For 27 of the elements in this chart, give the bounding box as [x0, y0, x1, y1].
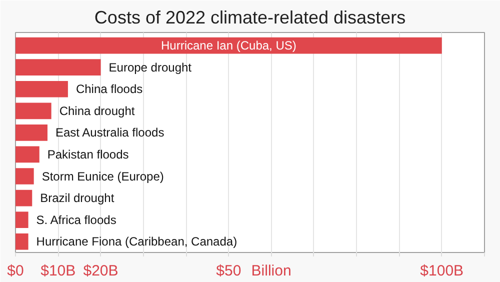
y-tick-label: East Australia floods	[55, 126, 164, 140]
y-tick-label: China floods	[76, 82, 143, 96]
x-tick-label: $10B	[40, 262, 76, 280]
bar	[16, 168, 34, 184]
bar	[16, 190, 32, 206]
x-tick-label: Billion	[251, 262, 292, 280]
y-tick-label: Storm Eunice (Europe)	[42, 169, 164, 184]
y-tick-label: Hurricane Fiona (Caribbean, Canada)	[36, 234, 238, 249]
x-tick-label: $100B	[420, 262, 464, 280]
bar	[16, 80, 68, 98]
chart-title: Costs of 2022 climate-related disasters	[94, 8, 406, 28]
bar	[16, 212, 28, 228]
x-tick-label: $0	[7, 262, 24, 280]
y-tick-label: China drought	[59, 104, 136, 118]
y-tick-label: Hurricane Ian (Cuba, US)	[160, 38, 296, 53]
bar	[16, 102, 52, 120]
x-tick-label: $20B	[83, 262, 118, 280]
y-tick-label: S. Africa floods	[36, 212, 116, 227]
bar	[16, 233, 28, 250]
x-tick-label: $50	[216, 262, 242, 280]
bar	[16, 59, 101, 76]
bar	[16, 124, 48, 141]
y-tick-label: Brazil drought	[40, 191, 115, 206]
y-tick-label: Pakistan floods	[47, 147, 129, 162]
y-tick-label: Europe drought	[108, 60, 192, 74]
bar	[16, 146, 40, 163]
bar	[16, 37, 442, 54]
